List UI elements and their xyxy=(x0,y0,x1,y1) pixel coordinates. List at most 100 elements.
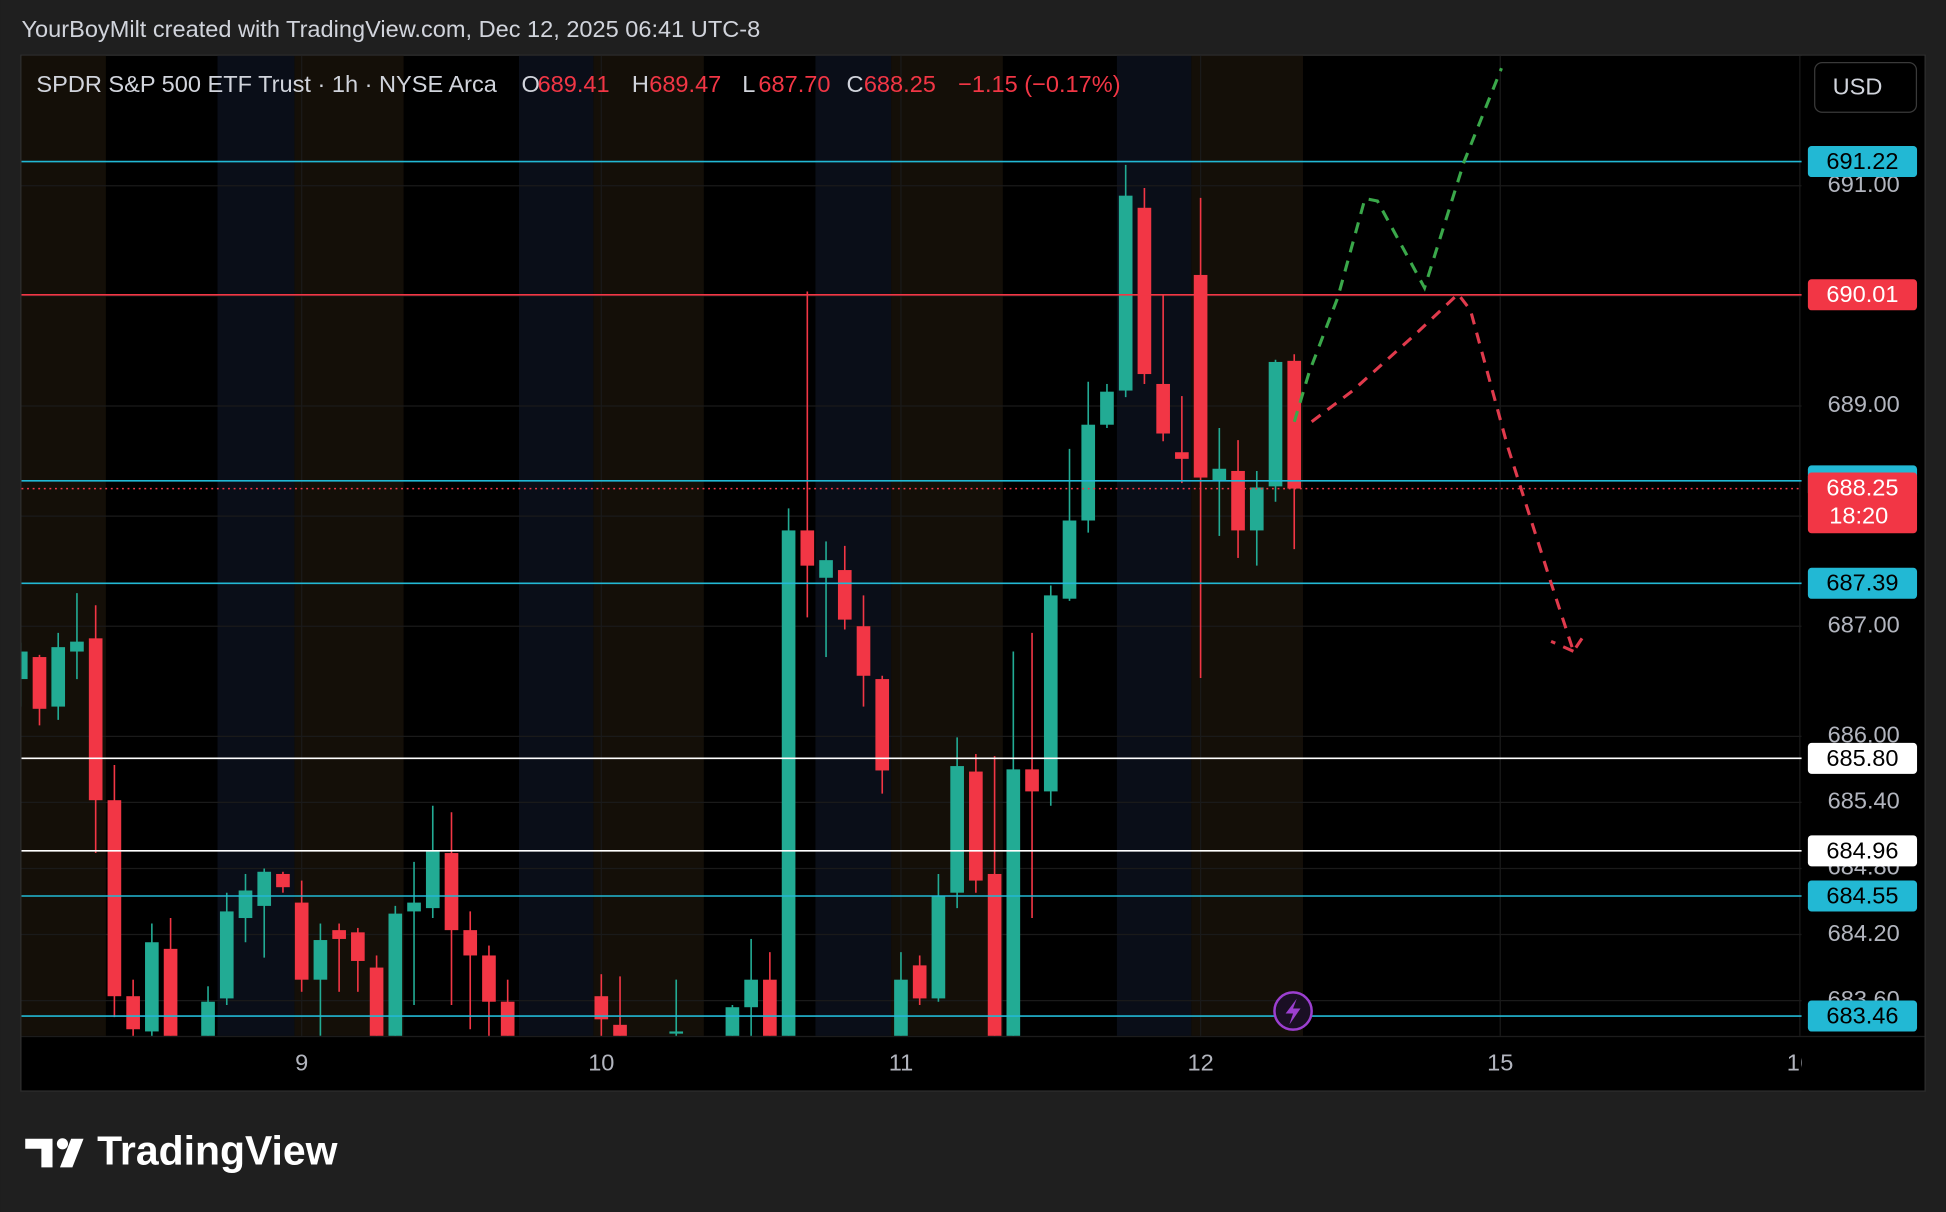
candle-body xyxy=(107,800,122,997)
postmarket-band xyxy=(815,55,892,1036)
candle-body xyxy=(594,996,609,1020)
level-label-box xyxy=(1807,1000,1918,1032)
premarket-band xyxy=(21,55,106,1036)
postmarket-band xyxy=(217,55,295,1036)
change: −1.15 (−0.17%) xyxy=(958,71,1120,97)
candle-body xyxy=(894,979,908,1036)
candle-body xyxy=(1287,360,1302,489)
candle-body xyxy=(1212,468,1227,481)
candle-body xyxy=(1025,769,1039,792)
bearish-projection xyxy=(1310,291,1588,655)
candle-body xyxy=(1043,595,1058,792)
candle-body xyxy=(444,853,459,931)
candle-body xyxy=(351,932,365,961)
level-label-box xyxy=(1807,880,1918,912)
candle-body xyxy=(425,850,440,909)
last-price-box xyxy=(1807,472,1918,534)
level-label-box xyxy=(1807,742,1918,774)
candle-body xyxy=(369,967,384,1036)
ohlc-value: 689.41 xyxy=(538,71,610,97)
level-label: 690.01 xyxy=(1826,281,1898,307)
y-tick-label: 685.40 xyxy=(1828,788,1900,814)
candle-body xyxy=(51,647,66,707)
ohlc-value: 689.47 xyxy=(649,71,721,97)
candle-body xyxy=(819,560,833,578)
level-label: 687.39 xyxy=(1826,570,1898,596)
candle-body xyxy=(1175,452,1189,459)
candle-body xyxy=(1081,424,1096,521)
candle-body xyxy=(969,771,983,881)
candle-body xyxy=(1137,207,1152,375)
level-label-box xyxy=(1807,279,1918,311)
x-tick-label: 16 xyxy=(1787,1050,1813,1076)
logo-part xyxy=(56,1138,69,1150)
candle-body xyxy=(987,873,1002,1036)
candle-body xyxy=(1249,487,1264,531)
candle-body xyxy=(332,930,346,939)
x-tick-label: 15 xyxy=(1487,1050,1513,1076)
premarket-band xyxy=(294,55,404,1036)
level-label-box xyxy=(1807,567,1918,599)
logo-part xyxy=(25,1138,53,1168)
candle-body xyxy=(70,641,84,652)
currency: USD xyxy=(1833,73,1883,99)
candle-body xyxy=(219,911,234,999)
countdown: 18:20 xyxy=(1829,502,1888,528)
ohlc-value: 688.25 xyxy=(864,71,936,97)
candle-body xyxy=(500,1001,515,1036)
ohlc-key: O xyxy=(521,71,539,97)
last-price-label: 688.25 xyxy=(1826,474,1898,500)
y-tick-label: 687.00 xyxy=(1828,611,1900,637)
candle-body xyxy=(1231,470,1245,531)
brand: TradingView xyxy=(97,1128,337,1174)
brand-logo xyxy=(25,1138,84,1168)
x-tick-label: 10 xyxy=(588,1050,614,1076)
levels xyxy=(21,160,1802,1017)
candle-body xyxy=(276,873,290,888)
candle-body xyxy=(744,979,758,1008)
ohlc-value: 687.70 xyxy=(758,71,830,97)
bullish-projection xyxy=(1292,67,1503,423)
candle-body xyxy=(313,940,328,980)
candle-body xyxy=(613,1024,627,1036)
candle-body xyxy=(1100,391,1114,425)
candle-body xyxy=(1006,769,1021,1036)
candle-body xyxy=(837,570,852,620)
logo-part xyxy=(59,1138,84,1168)
level-label: 684.55 xyxy=(1826,882,1898,908)
postmarket-band xyxy=(518,55,594,1036)
session-bands xyxy=(21,55,1303,1036)
x-axis: 9 10 11 12 15 16 xyxy=(295,1050,1813,1076)
candles xyxy=(21,164,1302,1036)
candle-body xyxy=(950,766,964,893)
ohlc-key: H xyxy=(632,71,649,97)
level-labels: 691.22690.01688.32687.39685.80684.96684.… xyxy=(1807,146,1918,1032)
attribution: YourBoyMilt created with TradingView.com… xyxy=(22,16,761,42)
candle-body xyxy=(800,530,815,566)
candle-body xyxy=(126,996,140,1030)
candle-body xyxy=(482,955,496,1002)
candle-body xyxy=(1156,383,1170,434)
x-tick-label: 11 xyxy=(889,1050,913,1076)
level-label-box xyxy=(1807,835,1918,867)
candle-body xyxy=(763,979,777,1036)
level-label-box xyxy=(1807,146,1918,178)
candle-body xyxy=(669,1031,684,1034)
symbol: SPDR S&P 500 ETF Trust · 1h · NYSE Arca xyxy=(36,71,497,97)
ohlc-key: C xyxy=(846,71,863,97)
y-tick-label: 689.00 xyxy=(1828,391,1900,417)
candle-body xyxy=(725,1007,740,1036)
ohlc-key: L xyxy=(742,71,755,97)
candle-body xyxy=(1193,274,1208,478)
currency-button[interactable] xyxy=(1814,62,1918,113)
premarket-band xyxy=(891,55,1003,1036)
candle-body xyxy=(21,651,28,680)
candle-body xyxy=(145,942,159,1032)
premarket-band xyxy=(593,55,704,1036)
x-tick-label: 12 xyxy=(1187,1050,1213,1076)
candle-body xyxy=(163,948,178,1036)
candle-body xyxy=(294,902,309,980)
